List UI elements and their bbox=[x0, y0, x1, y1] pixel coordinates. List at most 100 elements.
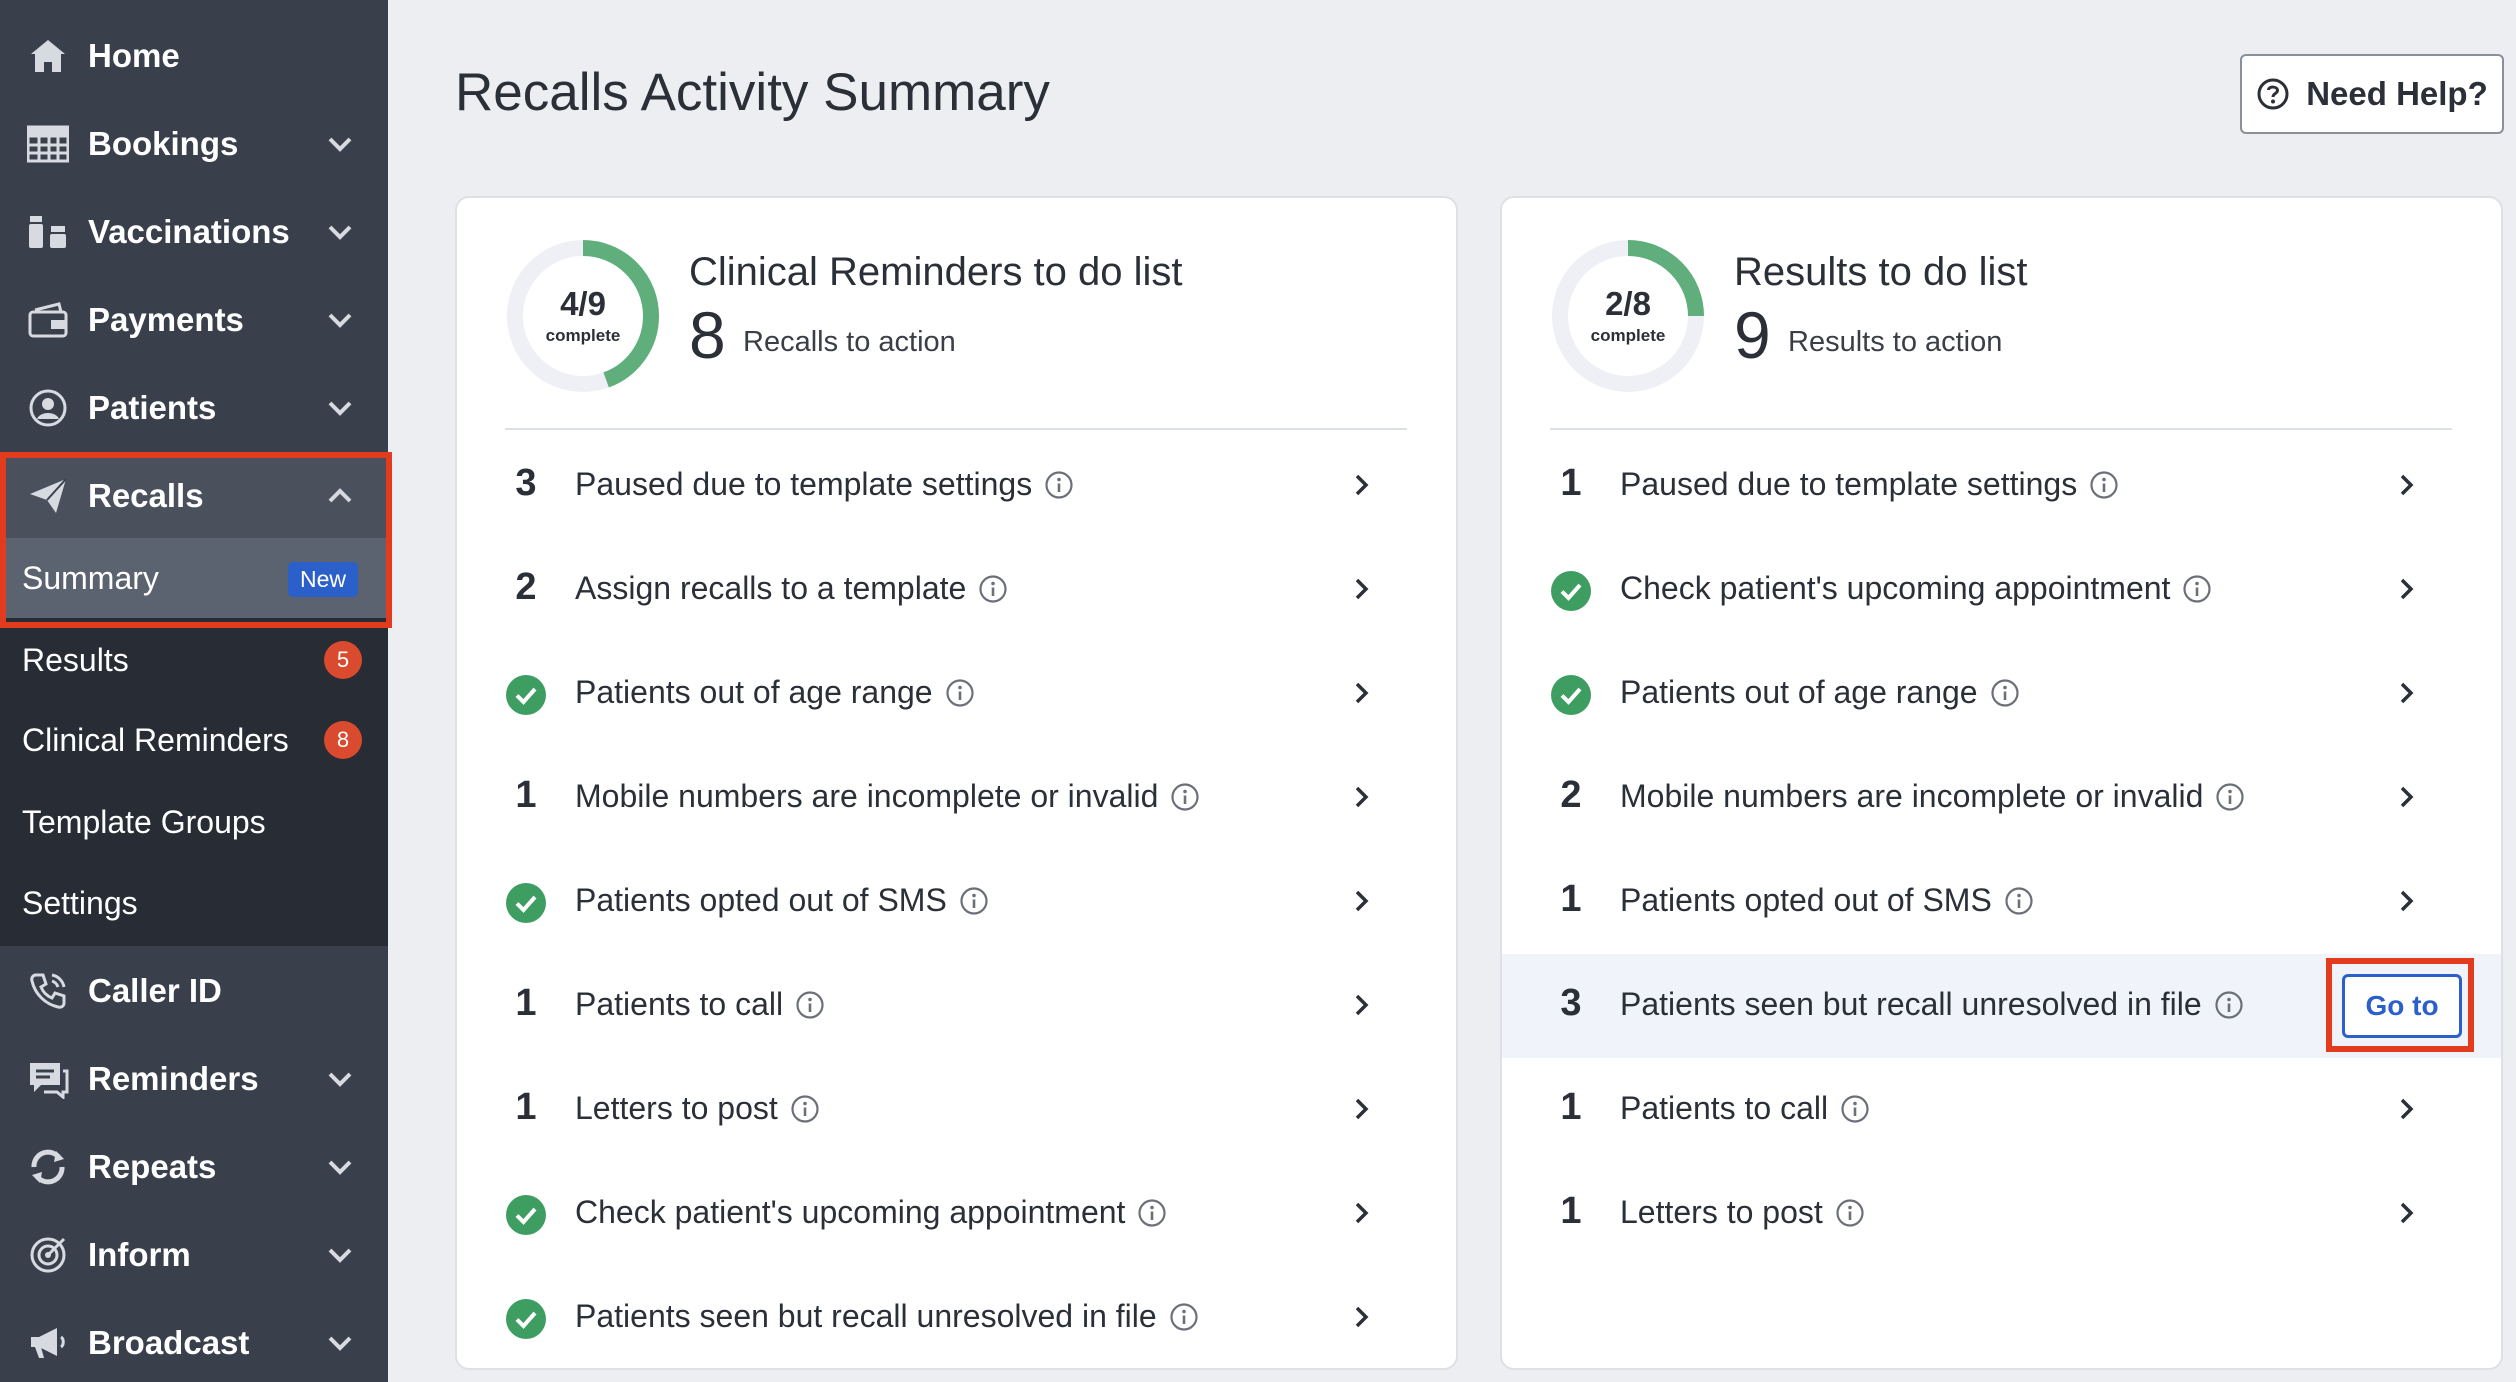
nav-bookings[interactable]: Bookings bbox=[0, 100, 388, 188]
target-icon bbox=[26, 1233, 70, 1277]
todo-row[interactable]: Patients out of age range bbox=[1502, 642, 2501, 746]
nav-repeats[interactable]: Repeats bbox=[0, 1123, 388, 1211]
info-icon[interactable] bbox=[2089, 470, 2119, 500]
todo-label-wrap: Check patient's upcoming appointment bbox=[1620, 570, 2212, 607]
todo-row[interactable]: 1 Letters to post bbox=[1502, 1162, 2501, 1266]
nav-payments-label: Payments bbox=[88, 301, 244, 338]
todo-label: Letters to post bbox=[575, 1090, 778, 1126]
clinical-progress-fraction: 4/9 bbox=[560, 284, 606, 322]
check-circle-icon bbox=[505, 1298, 547, 1340]
nav-broadcast[interactable]: Broadcast bbox=[0, 1299, 388, 1382]
nav-patients-label: Patients bbox=[88, 389, 217, 426]
clinical-card-title: Clinical Reminders to do list bbox=[689, 250, 1183, 294]
todo-label-wrap: Patients out of age range bbox=[575, 674, 975, 711]
submenu-summary-label: Summary bbox=[22, 559, 159, 596]
todo-label: Patients opted out of SMS bbox=[1620, 882, 1992, 918]
todo-label-wrap: Mobile numbers are incomplete or invalid bbox=[1620, 778, 2245, 815]
need-help-button[interactable]: Need Help? bbox=[2240, 54, 2504, 134]
info-icon[interactable] bbox=[945, 678, 975, 708]
nav-reminders-label: Reminders bbox=[88, 1060, 259, 1097]
chevron-right-icon bbox=[2390, 572, 2424, 606]
todo-label: Paused due to template settings bbox=[575, 466, 1033, 502]
info-icon[interactable] bbox=[2182, 574, 2212, 604]
todo-label-wrap: Assign recalls to a template bbox=[575, 570, 1008, 607]
chevron-down-icon bbox=[328, 225, 352, 240]
todo-row[interactable]: 2 Mobile numbers are incomplete or invali… bbox=[1502, 746, 2501, 850]
todo-label: Patients seen but recall unresolved in f… bbox=[575, 1298, 1157, 1334]
nav-caller-id-label: Caller ID bbox=[88, 972, 222, 1009]
info-icon[interactable] bbox=[2215, 782, 2245, 812]
todo-row[interactable]: Patients seen but recall unresolved in f… bbox=[457, 1266, 1456, 1370]
todo-count: 1 bbox=[515, 774, 537, 816]
info-icon[interactable] bbox=[978, 574, 1008, 604]
submenu-clinical-reminders-label: Clinical Reminders bbox=[22, 721, 289, 758]
chevron-down-icon bbox=[328, 1248, 352, 1263]
clinical-count-label: Recalls to action bbox=[743, 326, 956, 358]
megaphone-icon bbox=[26, 1321, 70, 1365]
paper-plane-icon bbox=[26, 474, 70, 518]
results-count: 9 bbox=[1734, 298, 1771, 372]
submenu-results-label: Results bbox=[22, 641, 129, 678]
submenu-template-groups[interactable]: Template Groups bbox=[0, 782, 388, 862]
info-icon[interactable] bbox=[1169, 1302, 1199, 1332]
info-icon[interactable] bbox=[2004, 886, 2034, 916]
nav-payments[interactable]: Payments bbox=[0, 276, 388, 364]
nav-vaccinations[interactable]: Vaccinations bbox=[0, 188, 388, 276]
sidebar: Home Bookings Vaccinations Payments Pati… bbox=[0, 0, 388, 1382]
todo-row[interactable]: 1 Patients opted out of SMS bbox=[1502, 850, 2501, 954]
nav-reminders[interactable]: Reminders bbox=[0, 1035, 388, 1123]
info-icon[interactable] bbox=[1170, 782, 1200, 812]
info-icon[interactable] bbox=[795, 990, 825, 1020]
submenu-summary[interactable]: Summary New bbox=[0, 538, 388, 618]
todo-row[interactable]: 3 Patients seen but recall unresolved in … bbox=[1502, 954, 2501, 1058]
info-icon[interactable] bbox=[790, 1094, 820, 1124]
chevron-up-icon bbox=[328, 488, 352, 503]
todo-row[interactable]: Check patient's upcoming appointment bbox=[457, 1162, 1456, 1266]
info-icon[interactable] bbox=[1990, 678, 2020, 708]
results-count-badge: 5 bbox=[324, 641, 362, 679]
info-icon[interactable] bbox=[959, 886, 989, 916]
chevron-right-icon bbox=[2390, 1196, 2424, 1230]
info-icon[interactable] bbox=[1840, 1094, 1870, 1124]
todo-row[interactable]: 1 Letters to post bbox=[457, 1058, 1456, 1162]
todo-row[interactable]: 1 Patients to call bbox=[457, 954, 1456, 1058]
page-title: Recalls Activity Summary bbox=[455, 63, 1050, 122]
results-card: 2/8 complete Results to do list 9 Result… bbox=[1500, 196, 2503, 1370]
chevron-down-icon bbox=[328, 1160, 352, 1175]
chevron-right-icon bbox=[1345, 1300, 1379, 1334]
todo-label-wrap: Patients seen but recall unresolved in f… bbox=[1620, 986, 2244, 1023]
clinical-reminders-count-badge: 8 bbox=[324, 721, 362, 759]
nav-inform[interactable]: Inform bbox=[0, 1211, 388, 1299]
todo-row[interactable]: 1 Paused due to template settings bbox=[1502, 434, 2501, 538]
info-icon[interactable] bbox=[1044, 470, 1074, 500]
chevron-right-icon bbox=[1345, 780, 1379, 814]
submenu-settings[interactable]: Settings bbox=[0, 863, 388, 943]
submenu-results[interactable]: Results 5 bbox=[0, 620, 388, 700]
todo-row[interactable]: 2 Assign recalls to a template bbox=[457, 538, 1456, 642]
chevron-right-icon bbox=[1345, 1196, 1379, 1230]
nav-caller-id[interactable]: Caller ID bbox=[0, 947, 388, 1035]
todo-row[interactable]: Check patient's upcoming appointment bbox=[1502, 538, 2501, 642]
info-icon[interactable] bbox=[2214, 990, 2244, 1020]
todo-row[interactable]: Patients out of age range bbox=[457, 642, 1456, 746]
todo-row[interactable]: 1 Patients to call bbox=[1502, 1058, 2501, 1162]
nav-recalls[interactable]: Recalls bbox=[0, 452, 388, 540]
divider bbox=[1550, 428, 2452, 430]
todo-row[interactable]: 1 Mobile numbers are incomplete or invali… bbox=[457, 746, 1456, 850]
new-badge: New bbox=[287, 562, 358, 597]
go-to-button[interactable]: Go to bbox=[2342, 974, 2462, 1038]
results-card-title: Results to do list bbox=[1734, 250, 2028, 294]
nav-home[interactable]: Home bbox=[0, 12, 388, 100]
todo-label-wrap: Patients to call bbox=[575, 986, 825, 1023]
todo-count: 3 bbox=[1560, 982, 1582, 1024]
chevron-right-icon bbox=[1345, 1092, 1379, 1126]
todo-row[interactable]: 3 Paused due to template settings bbox=[457, 434, 1456, 538]
info-icon[interactable] bbox=[1137, 1198, 1167, 1228]
todo-label: Paused due to template settings bbox=[1620, 466, 2078, 502]
recalls-submenu: Summary New Results 5 Clinical Reminders… bbox=[0, 538, 388, 946]
todo-row[interactable]: Patients opted out of SMS bbox=[457, 850, 1456, 954]
nav-broadcast-label: Broadcast bbox=[88, 1324, 250, 1361]
info-icon[interactable] bbox=[1835, 1198, 1865, 1228]
submenu-clinical-reminders[interactable]: Clinical Reminders 8 bbox=[0, 700, 388, 780]
nav-patients[interactable]: Patients bbox=[0, 364, 388, 452]
